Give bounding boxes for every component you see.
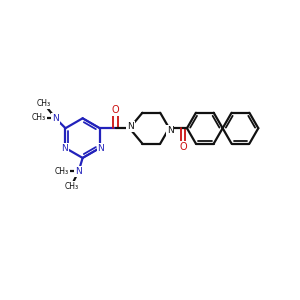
Text: N: N [61,143,68,152]
Text: O: O [112,105,119,116]
Text: N: N [167,126,173,135]
Text: N: N [98,143,104,152]
Text: CH₃: CH₃ [32,113,46,122]
Text: O: O [179,142,187,152]
Text: N: N [127,122,134,131]
Text: CH₃: CH₃ [37,99,51,108]
Text: N: N [52,114,59,123]
Text: CH₃: CH₃ [64,182,79,190]
Text: CH₃: CH₃ [55,167,69,176]
Text: N: N [75,167,82,176]
